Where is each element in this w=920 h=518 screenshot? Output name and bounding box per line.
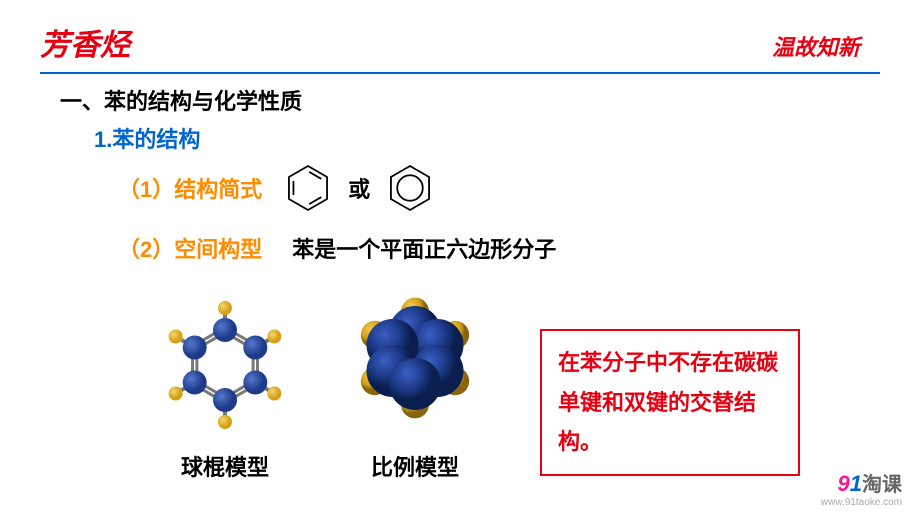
watermark: 91淘课 www.91taoke.com bbox=[821, 468, 902, 508]
item-structural-formula: （1）结构简式 或 bbox=[118, 160, 880, 216]
item-spatial-config: （2）空间构型 苯是一个平面正六边形分子 bbox=[118, 232, 880, 264]
spacefill-label: 比例模型 bbox=[371, 450, 459, 482]
ball-stick-block: 球棍模型 bbox=[150, 290, 300, 482]
page-title: 芳香烃 bbox=[40, 20, 130, 64]
wm-digit-9: 9 bbox=[838, 471, 850, 496]
benzene-circle-icon bbox=[384, 160, 436, 216]
spacefill-block: 比例模型 bbox=[330, 280, 500, 482]
page-subtitle: 温故知新 bbox=[772, 30, 860, 62]
connector-text: 或 bbox=[348, 172, 370, 204]
ball-stick-model bbox=[150, 290, 300, 440]
sub-heading: 1.苯的结构 bbox=[94, 122, 880, 154]
item1-label: （1）结构简式 bbox=[118, 172, 262, 204]
item2-desc: 苯是一个平面正六边形分子 bbox=[292, 232, 556, 264]
benzene-kekule-icon bbox=[282, 160, 334, 216]
ball-stick-label: 球棍模型 bbox=[181, 450, 269, 482]
item2-label: （2）空间构型 bbox=[118, 232, 262, 264]
section-heading: 一、苯的结构与化学性质 bbox=[60, 84, 880, 116]
spacefill-model bbox=[330, 280, 500, 440]
note-box: 在苯分子中不存在碳碳单键和双键的交替结构。 bbox=[540, 329, 800, 476]
wm-digit-1: 1 bbox=[850, 471, 862, 496]
wm-url: www.91taoke.com bbox=[821, 497, 902, 508]
wm-brand: 淘课 bbox=[862, 474, 902, 496]
